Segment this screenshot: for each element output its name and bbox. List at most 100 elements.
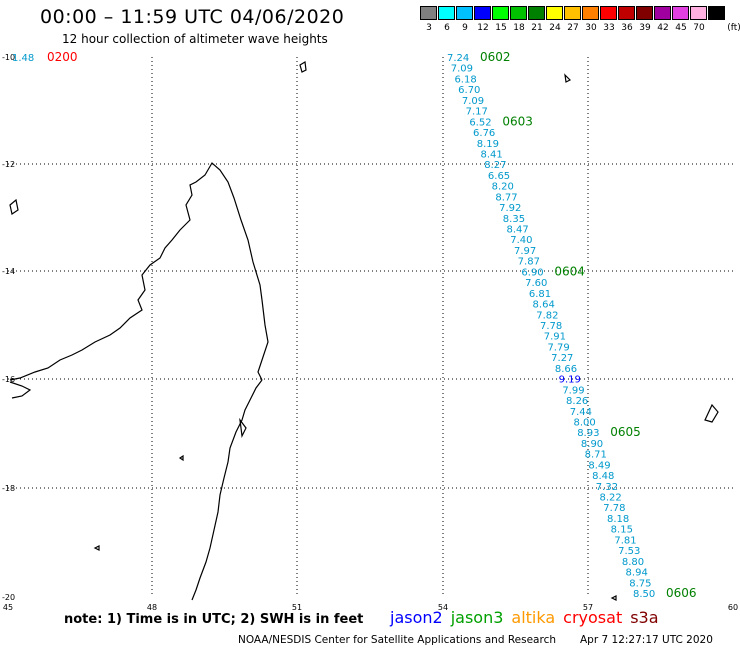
generated-timestamp: Apr 7 12:27:17 UTC 2020 bbox=[580, 634, 713, 646]
legend-swatch bbox=[420, 6, 437, 20]
wave-height-label: 7.97 bbox=[514, 246, 536, 257]
legend-swatch bbox=[582, 6, 599, 20]
wave-height-label: 8.15 bbox=[611, 525, 633, 536]
legend-swatch bbox=[600, 6, 617, 20]
wave-height-label: 7.53 bbox=[618, 546, 640, 557]
legend-swatch bbox=[654, 6, 671, 20]
pass-time-label: 0200 bbox=[47, 50, 78, 64]
pass-time-label: 0606 bbox=[666, 586, 697, 600]
legend-label: 45 bbox=[675, 23, 687, 33]
lat-label: -14 bbox=[2, 267, 15, 276]
wave-height-label: 7.32 bbox=[596, 482, 618, 493]
legend-label: 9 bbox=[462, 23, 468, 33]
coastline bbox=[9, 61, 719, 601]
pass-time-label: 0604 bbox=[554, 264, 585, 278]
wave-height-label: 7.99 bbox=[562, 385, 584, 396]
wave-height-label: 8.00 bbox=[573, 417, 595, 428]
legend-swatch bbox=[546, 6, 563, 20]
legend-label: 24 bbox=[549, 23, 561, 33]
wave-height-label: 1.48 bbox=[12, 53, 34, 64]
legend-swatch bbox=[492, 6, 509, 20]
wave-height-label: 7.40 bbox=[510, 235, 532, 246]
wave-height-label: 8.94 bbox=[626, 568, 648, 579]
wave-height-label: 7.78 bbox=[603, 503, 625, 514]
wave-height-label: 7.60 bbox=[525, 278, 547, 289]
wave-height-label: 8.93 bbox=[577, 428, 599, 439]
wave-height-label: 8.18 bbox=[607, 514, 629, 525]
islet-2 bbox=[299, 61, 307, 73]
satellite-name: s3a bbox=[630, 608, 659, 627]
legend-swatch bbox=[636, 6, 653, 20]
wave-height-label: 6.65 bbox=[488, 171, 510, 182]
wave-height-label: 7.09 bbox=[451, 64, 473, 75]
lon-label: 54 bbox=[438, 603, 448, 612]
legend-swatch bbox=[690, 6, 707, 20]
legend-label: 18 bbox=[513, 23, 525, 33]
lat-label: -20 bbox=[2, 593, 15, 602]
legend-swatch bbox=[528, 6, 545, 20]
legend-swatch bbox=[474, 6, 491, 20]
lon-label: 57 bbox=[583, 603, 593, 612]
wave-height-label: 8.80 bbox=[622, 557, 644, 568]
wave-height-label: 8.20 bbox=[492, 182, 514, 193]
wave-height-label: 8.77 bbox=[495, 192, 517, 203]
islet-7 bbox=[93, 545, 100, 551]
wave-height-label: 8.35 bbox=[503, 214, 525, 225]
wave-height-label: 8.50 bbox=[633, 589, 655, 600]
wave-height-label: 7.87 bbox=[518, 257, 540, 268]
legend-label: 39 bbox=[639, 23, 651, 33]
pass-time-label: 0603 bbox=[502, 114, 533, 128]
legend-label: 42 bbox=[657, 23, 669, 33]
wave-height-label: 6.90 bbox=[521, 267, 543, 278]
lat-label: -12 bbox=[2, 160, 15, 169]
islet-1 bbox=[9, 198, 19, 215]
wave-height-label: 8.66 bbox=[555, 364, 577, 375]
wave-height-label: 8.27 bbox=[484, 160, 506, 171]
pass-time-label: 0602 bbox=[480, 50, 511, 64]
lat-label: -10 bbox=[2, 53, 15, 62]
legend-unit: (ft) bbox=[727, 23, 740, 33]
wave-height-label: 7.92 bbox=[499, 203, 521, 214]
islet-8 bbox=[610, 595, 617, 601]
legend-label: 21 bbox=[531, 23, 543, 33]
legend-swatch bbox=[564, 6, 581, 20]
satellite-track: 7.247.096.186.707.097.176.526.768.198.41… bbox=[447, 50, 697, 600]
lon-label: 48 bbox=[147, 603, 157, 612]
wave-height-label: 7.79 bbox=[547, 342, 569, 353]
legend-label: 33 bbox=[603, 23, 615, 33]
satellite-name: altika bbox=[511, 608, 556, 627]
lat-label: -16 bbox=[2, 375, 15, 384]
legend-swatch bbox=[618, 6, 635, 20]
wave-height-label: 8.48 bbox=[592, 471, 614, 482]
legend-label: 27 bbox=[567, 23, 579, 33]
islet-6 bbox=[178, 454, 184, 462]
wave-height-label: 6.70 bbox=[458, 85, 480, 96]
satellite-name: jason3 bbox=[450, 608, 504, 627]
satellite-name: jason2 bbox=[390, 608, 443, 627]
legend-swatch bbox=[438, 6, 455, 20]
wave-height-label: 7.82 bbox=[536, 310, 558, 321]
wave-height-label: 7.09 bbox=[462, 96, 484, 107]
lat-lon-grid bbox=[8, 57, 733, 597]
satellite-legend: jason2 jason3 altika cryosat s3a bbox=[390, 608, 667, 627]
wave-height-label: 8.75 bbox=[629, 578, 651, 589]
wave-height-label: 9.19 bbox=[559, 375, 581, 386]
wave-height-label: 7.44 bbox=[570, 407, 592, 418]
wave-height-label: 7.78 bbox=[540, 321, 562, 332]
legend-label: 36 bbox=[621, 23, 633, 33]
legend-label: 70 bbox=[693, 23, 705, 33]
legend-label: 3 bbox=[426, 23, 432, 33]
wave-height-label: 8.19 bbox=[477, 139, 499, 150]
islet-5 bbox=[239, 417, 247, 439]
lon-label: 45 bbox=[3, 603, 13, 612]
west-indent bbox=[9, 381, 32, 399]
legend-swatch bbox=[456, 6, 473, 20]
wave-height-label: 7.24 bbox=[447, 53, 469, 64]
wave-height-label: 7.91 bbox=[544, 332, 566, 343]
wave-height-label: 7.27 bbox=[551, 353, 573, 364]
credit-text: NOAA/NESDIS Center for Satellite Applica… bbox=[238, 634, 556, 646]
wave-height-label: 7.81 bbox=[614, 535, 636, 546]
lon-label: 60 bbox=[728, 603, 738, 612]
islet-4 bbox=[704, 403, 719, 423]
